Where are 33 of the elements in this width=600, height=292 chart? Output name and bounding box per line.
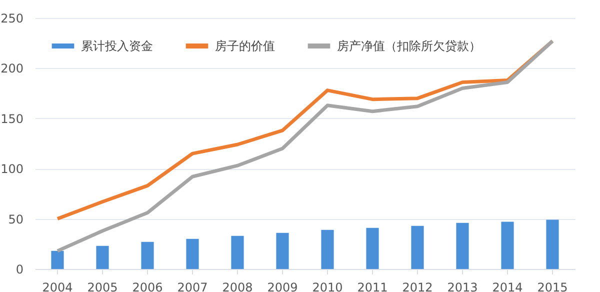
- bar: [321, 230, 334, 269]
- y-tick-label: 250: [0, 12, 24, 26]
- x-tick-label: 2006: [132, 280, 163, 292]
- x-tick-label: 2011: [357, 280, 388, 292]
- x-tick-label: 2012: [402, 280, 433, 292]
- y-tick-label: 50: [8, 212, 24, 226]
- legend-label: 房产净值（扣除所欠贷款）: [337, 39, 481, 53]
- x-tick-label: 2009: [267, 280, 298, 292]
- x-tick-label: 2015: [537, 280, 568, 292]
- x-tick-label: 2007: [177, 280, 208, 292]
- y-tick-label: 0: [16, 262, 24, 276]
- bar: [51, 250, 64, 269]
- bar: [411, 226, 424, 269]
- bar: [141, 242, 154, 269]
- y-tick-label: 150: [0, 112, 24, 126]
- x-tick-label: 2005: [87, 280, 118, 292]
- bar: [456, 222, 469, 269]
- x-tick-label: 2010: [312, 280, 343, 292]
- legend-label: 累计投入资金: [81, 39, 153, 53]
- bar: [366, 228, 379, 269]
- x-tick-label: 2013: [447, 280, 478, 292]
- bar: [186, 238, 199, 269]
- x-tick-label: 2008: [222, 280, 253, 292]
- bar: [276, 232, 289, 269]
- y-tick-label: 100: [0, 162, 24, 176]
- bar: [231, 236, 244, 269]
- legend-label: 房子的价值: [215, 39, 275, 53]
- bar: [96, 246, 109, 269]
- x-tick-label: 2004: [42, 280, 73, 292]
- bar: [501, 222, 514, 269]
- bar: [546, 220, 559, 269]
- x-tick-label: 2014: [492, 280, 523, 292]
- y-tick-label: 200: [0, 62, 24, 76]
